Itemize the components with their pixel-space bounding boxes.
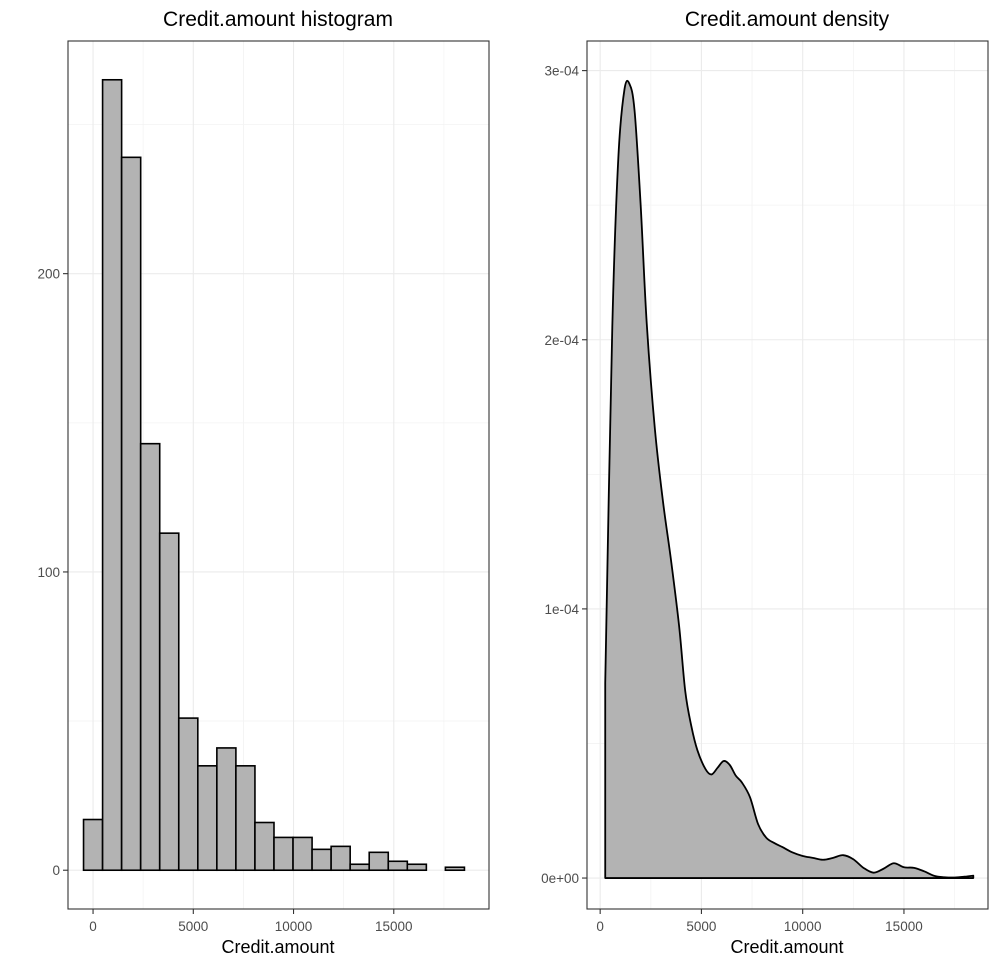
y-tick-label: 1e-04 — [544, 602, 579, 617]
histogram-bar — [273, 836, 294, 872]
histogram-bars — [82, 78, 466, 872]
histogram-x-axis: 0 5000 10000 15000 — [89, 909, 413, 934]
histogram-bar — [120, 156, 142, 872]
y-tick-label: 2e-04 — [544, 333, 579, 348]
x-tick-label: 10000 — [784, 919, 822, 934]
histogram-title: Credit.amount histogram — [163, 8, 393, 31]
y-tick-label: 0 — [52, 863, 60, 878]
histogram-bar — [368, 851, 390, 872]
y-tick-label: 100 — [37, 565, 60, 580]
density-curve — [604, 79, 975, 879]
x-tick-label: 5000 — [178, 919, 208, 934]
density-x-axis-title: Credit.amount — [730, 937, 843, 957]
histogram-x-axis-title: Credit.amount — [221, 937, 334, 957]
y-tick-label: 200 — [37, 267, 60, 282]
x-tick-label: 5000 — [686, 919, 716, 934]
x-tick-label: 0 — [89, 919, 97, 934]
y-tick-label: 0e+00 — [541, 871, 579, 886]
density-y-axis: 0e+00 1e-04 2e-04 3e-04 — [541, 64, 587, 886]
histogram-bar — [101, 78, 123, 872]
y-tick-label: 3e-04 — [544, 64, 579, 79]
x-tick-label: 15000 — [885, 919, 923, 934]
density-curve-layer — [604, 79, 975, 879]
histogram-bar — [158, 532, 180, 872]
histogram-bar — [349, 863, 371, 872]
histogram-bar — [82, 818, 104, 872]
histogram-panel: Credit.amount histogram 0 5000 10000 15000 … — [37, 8, 490, 957]
histogram-bar — [330, 845, 351, 872]
histogram-bar — [387, 860, 409, 872]
histogram-panel-border — [67, 40, 490, 910]
histogram-bar — [197, 765, 218, 872]
histogram-y-axis: 0 100 200 — [37, 267, 68, 878]
histogram-bar — [139, 442, 161, 872]
histogram-bar — [177, 717, 199, 872]
histogram-bar — [292, 836, 313, 872]
histogram-bar — [254, 821, 275, 872]
histogram-bar — [406, 863, 428, 872]
density-title: Credit.amount density — [685, 8, 890, 31]
x-tick-label: 15000 — [375, 919, 413, 934]
histogram-bar — [311, 848, 332, 872]
x-tick-label: 0 — [596, 919, 604, 934]
histogram-bar — [235, 765, 256, 872]
x-tick-label: 10000 — [275, 919, 313, 934]
density-panel-border — [586, 40, 989, 910]
density-panel: Credit.amount density 0 5000 10000 15000 0e… — [541, 8, 989, 957]
histogram-bar — [444, 866, 466, 872]
density-x-axis: 0 5000 10000 15000 — [596, 909, 923, 934]
histogram-bar — [216, 747, 237, 872]
